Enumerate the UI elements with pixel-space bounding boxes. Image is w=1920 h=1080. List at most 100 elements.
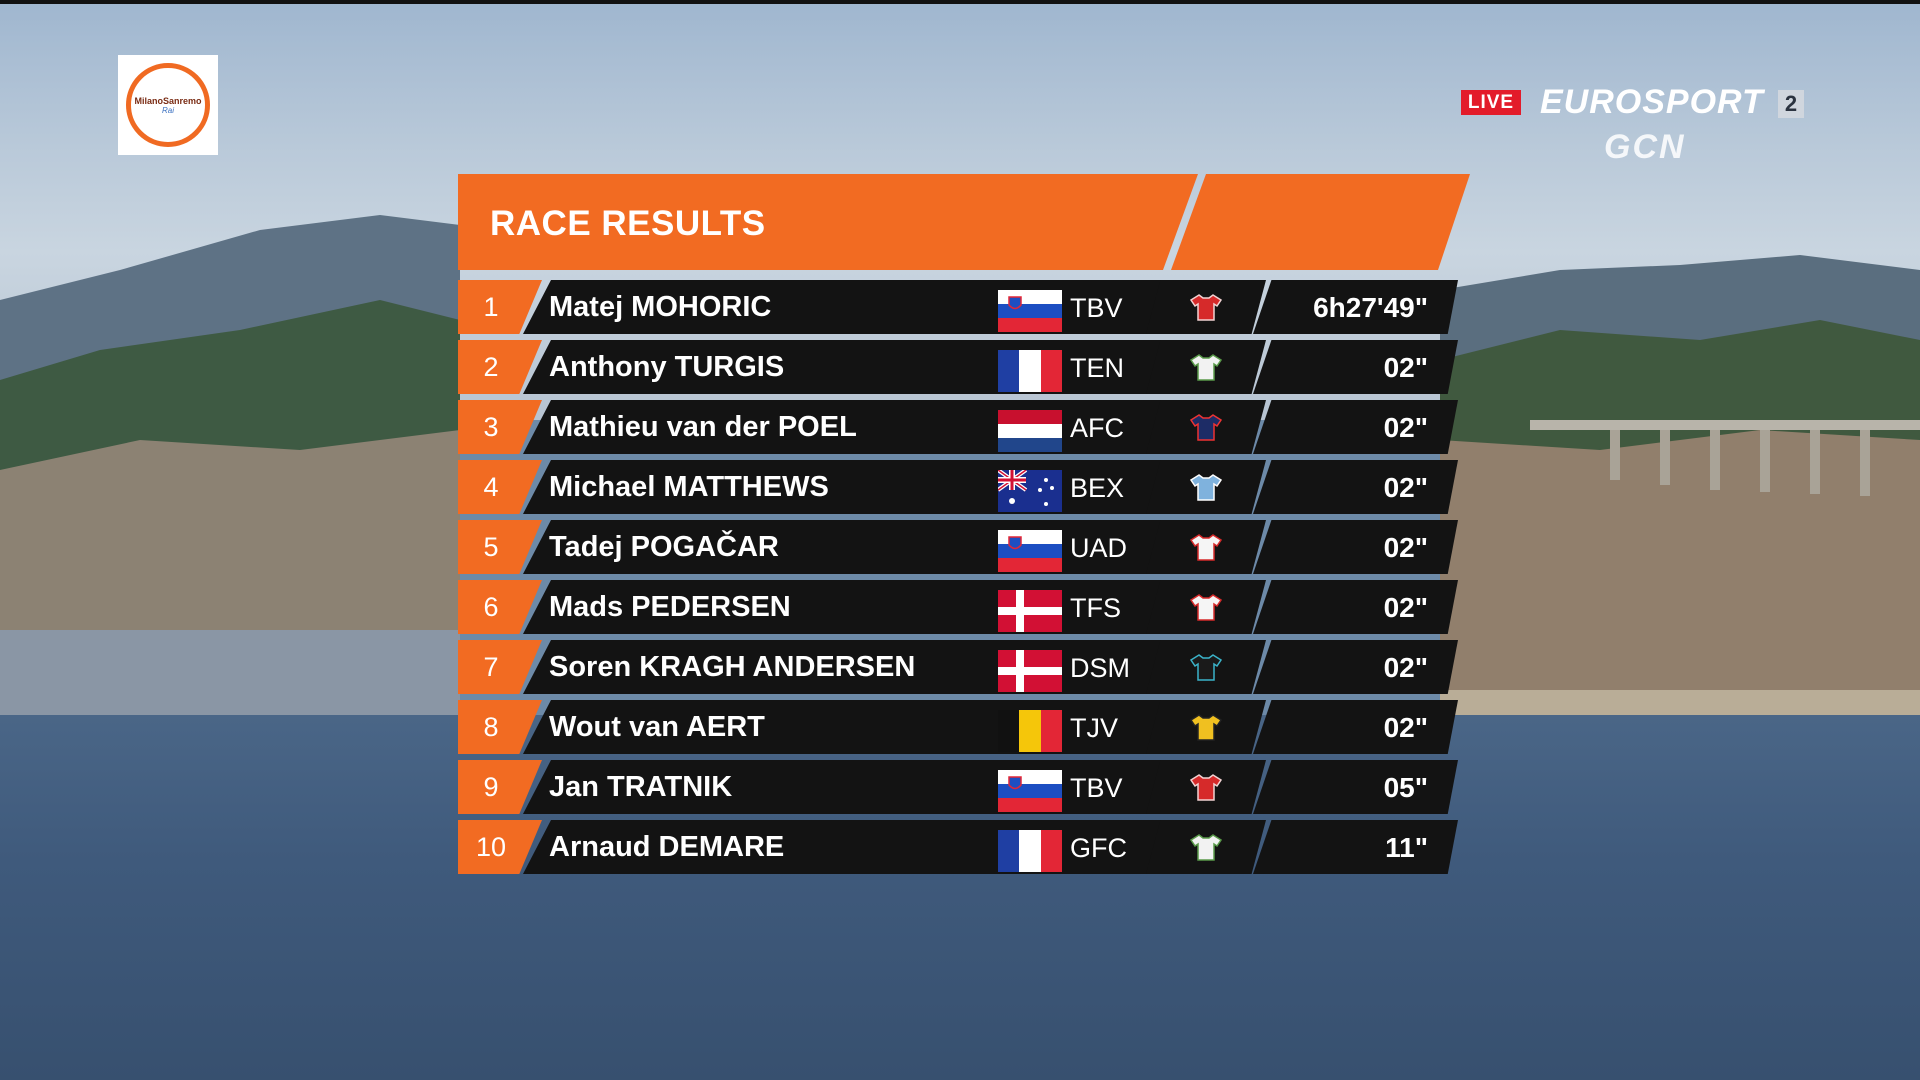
- time-cell: [1253, 400, 1458, 454]
- team-code: TBV: [1070, 293, 1123, 323]
- name-bar: [523, 520, 1223, 574]
- netherlands-flag-icon: [998, 410, 1062, 452]
- partner-logo: GCN: [1604, 128, 1686, 166]
- finish-time: 11": [1385, 832, 1428, 863]
- name-bar: [523, 460, 1223, 514]
- finish-time: 02": [1383, 352, 1428, 383]
- red-jersey-icon: [1190, 774, 1222, 801]
- slovenia-flag-icon: [998, 290, 1062, 332]
- time-cell: [1253, 700, 1458, 754]
- result-row: 7 Soren KRAGH ANDERSEN DSM 02": [458, 640, 1458, 694]
- race-logo-sub: Rai: [161, 105, 174, 115]
- name-bar: [523, 280, 1223, 334]
- team-code: DSM: [1070, 653, 1130, 683]
- rider-position: 6: [483, 591, 499, 622]
- belgium-flag-icon: [998, 710, 1062, 752]
- red-jersey-icon: [1190, 294, 1222, 321]
- france-flag-icon: [998, 350, 1062, 392]
- time-cell: [1253, 460, 1458, 514]
- rider-position: 7: [483, 651, 499, 682]
- rider-position: 1: [483, 291, 499, 322]
- live-badge: LIVE: [1461, 90, 1521, 115]
- rider-position: 3: [483, 411, 499, 442]
- navy-jersey-icon: [1190, 414, 1222, 441]
- rider-name: Mads PEDERSEN: [549, 591, 791, 623]
- channel-number: 2: [1778, 90, 1804, 118]
- team-code: UAD: [1070, 533, 1128, 563]
- name-bar: [523, 340, 1223, 394]
- name-bar: [523, 640, 1223, 694]
- australia-flag-icon: [998, 470, 1062, 512]
- rider-name: Matej MOHORIC: [549, 291, 772, 323]
- time-cell: [1253, 280, 1458, 334]
- rider-position: 9: [483, 771, 499, 802]
- finish-time: 6h27'49": [1313, 292, 1428, 323]
- result-row: 6 Mads PEDERSEN TFS 02": [458, 580, 1458, 634]
- race-logo-text: MilanoSanremo: [134, 95, 202, 106]
- result-row: 8 Wout van AERT TJV 02": [458, 700, 1458, 754]
- rider-name: Soren KRAGH ANDERSEN: [549, 651, 916, 683]
- rider-name: Anthony TURGIS: [549, 351, 785, 383]
- results-header-bg: [458, 174, 1470, 270]
- black-jersey-icon: [1190, 654, 1222, 681]
- finish-time: 02": [1383, 412, 1428, 443]
- finish-time: 02": [1383, 532, 1428, 563]
- time-cell: [1253, 760, 1458, 814]
- rider-position: 5: [483, 531, 499, 562]
- team-code: TJV: [1070, 713, 1119, 743]
- white-jersey-icon: [1190, 354, 1222, 381]
- name-bar: [523, 400, 1223, 454]
- result-row: 5 Tadej POGAČAR UAD 02": [458, 520, 1458, 574]
- rider-name: Tadej POGAČAR: [549, 531, 779, 563]
- team-code: TEN: [1070, 353, 1124, 383]
- name-bar: [523, 580, 1223, 634]
- results-title: RACE RESULTS: [490, 204, 766, 243]
- finish-time: 02": [1383, 652, 1428, 683]
- finish-time: 02": [1383, 472, 1428, 503]
- rider-position: 2: [483, 351, 499, 382]
- time-cell: [1253, 340, 1458, 394]
- time-cell: [1253, 820, 1458, 874]
- result-row: 2 Anthony TURGIS TEN 02": [458, 340, 1458, 394]
- rider-name: Jan TRATNIK: [549, 771, 733, 803]
- time-cell: [1253, 520, 1458, 574]
- rider-name: Mathieu van der POEL: [549, 411, 857, 443]
- rider-name: Arnaud DEMARE: [549, 831, 785, 863]
- top-border: [0, 0, 1920, 4]
- name-bar: [523, 700, 1223, 754]
- denmark-flag-icon: [998, 590, 1062, 632]
- race-logo: MilanoSanremo Rai: [118, 55, 218, 155]
- finish-time: 02": [1383, 712, 1428, 743]
- team-code: TBV: [1070, 773, 1123, 803]
- rider-name: Wout van AERT: [549, 711, 765, 743]
- result-row: 1 Matej MOHORIC TBV 6h27'49": [458, 280, 1458, 334]
- finish-time: 05": [1383, 772, 1428, 803]
- blue-jersey-icon: [1190, 474, 1222, 501]
- channel-logo: EUROSPORT: [1540, 83, 1764, 121]
- slovenia-flag-icon: [998, 770, 1062, 812]
- rider-position: 10: [475, 831, 507, 862]
- team-code: BEX: [1070, 473, 1125, 503]
- result-row: 9 Jan TRATNIK TBV 05": [458, 760, 1458, 814]
- time-cell: [1253, 640, 1458, 694]
- result-row: 10 Arnaud DEMARE GFC 11": [458, 820, 1458, 874]
- result-row: 3 Mathieu van der POEL AFC 02": [458, 400, 1458, 454]
- denmark-flag-icon: [998, 650, 1062, 692]
- race-logo-emblem: MilanoSanremo Rai: [126, 63, 210, 147]
- yellow-jersey-icon: [1190, 714, 1222, 741]
- race-results-panel: RACE RESULTS 1 Matej MOHORIC TBV 6h27'49" 2 A…: [458, 174, 1470, 874]
- finish-time: 02": [1383, 592, 1428, 623]
- team-code: AFC: [1070, 413, 1124, 443]
- france-flag-icon: [998, 830, 1062, 872]
- name-bar: [523, 820, 1223, 874]
- team-code: GFC: [1070, 833, 1127, 863]
- team-code: TFS: [1070, 593, 1121, 623]
- rider-position: 4: [483, 471, 499, 502]
- result-row: 4 Michael MATTHEWS BEX 02": [458, 460, 1458, 514]
- rider-name: Michael MATTHEWS: [549, 471, 829, 503]
- rider-position: 8: [483, 711, 499, 742]
- white-red-jersey-icon: [1190, 534, 1222, 561]
- white-jersey-icon: [1190, 834, 1222, 861]
